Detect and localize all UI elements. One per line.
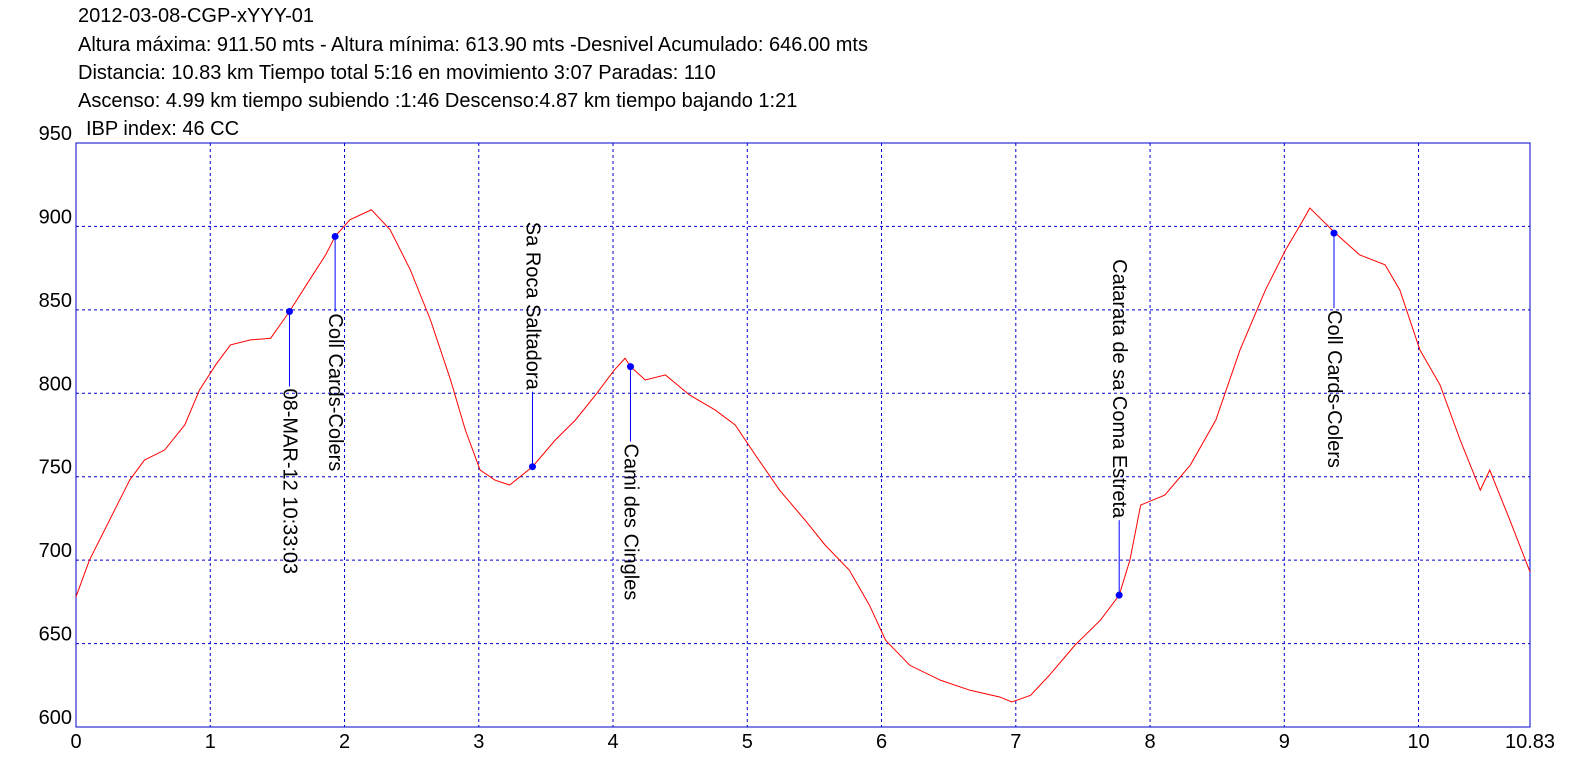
chart-title: 2012-03-08-CGP-xYYY-01 <box>78 5 314 27</box>
waypoint <box>528 463 536 471</box>
annotation: IBP index: 46 CC <box>86 118 239 140</box>
x-tick-label: 7 <box>1010 731 1021 753</box>
y-tick-label: 650 <box>39 624 72 646</box>
x-tick-label: 4 <box>607 731 618 753</box>
waypoint <box>331 232 339 240</box>
y-tick-label: 750 <box>39 457 72 479</box>
x-tick-label: 8 <box>1144 731 1155 753</box>
x-tick-label: 0 <box>70 731 81 753</box>
waypoint-label: Sa Roca Saltadora <box>521 222 543 391</box>
waypoint-label: Catarata de sa Coma Estreta <box>1108 259 1130 519</box>
plot-border <box>75 142 1531 728</box>
waypoint <box>1330 229 1338 237</box>
y-tick-label: 600 <box>39 707 72 729</box>
annotation: Altura máxima: 911.50 mts - Altura mínim… <box>78 34 868 56</box>
y-tick-label: 850 <box>39 290 72 312</box>
y-tick-label: 900 <box>39 206 72 228</box>
y-tick-label: 950 <box>39 123 72 145</box>
waypoint <box>285 308 293 316</box>
x-tick-label: 3 <box>473 731 484 753</box>
waypoint-label: 08-MAR-12 10:33:03 <box>278 389 300 575</box>
elevation-line <box>75 207 1531 703</box>
x-tick-label: 10 <box>1407 731 1429 753</box>
x-tick-label: 6 <box>876 731 887 753</box>
annotation: Distancia: 10.83 km Tiempo total 5:16 en… <box>78 62 716 84</box>
x-tick-label: 2 <box>339 731 350 753</box>
annotation: Ascenso: 4.99 km tiempo subiendo :1:46 D… <box>78 90 797 112</box>
y-tick-label: 700 <box>39 540 72 562</box>
waypoint <box>626 363 634 371</box>
x-tick-label: 9 <box>1279 731 1290 753</box>
x-tick-label: 1 <box>205 731 216 753</box>
waypoint <box>1115 591 1123 599</box>
y-tick-label: 800 <box>39 373 72 395</box>
waypoint-label: Coll Cards-Colers <box>1323 310 1345 468</box>
x-tick-label: 5 <box>742 731 753 753</box>
waypoint-label: Cami des Cingles <box>619 444 641 601</box>
x-tick-label: 10.83 <box>1505 731 1555 753</box>
waypoint-label: Coll Cards-Colers <box>324 313 346 471</box>
